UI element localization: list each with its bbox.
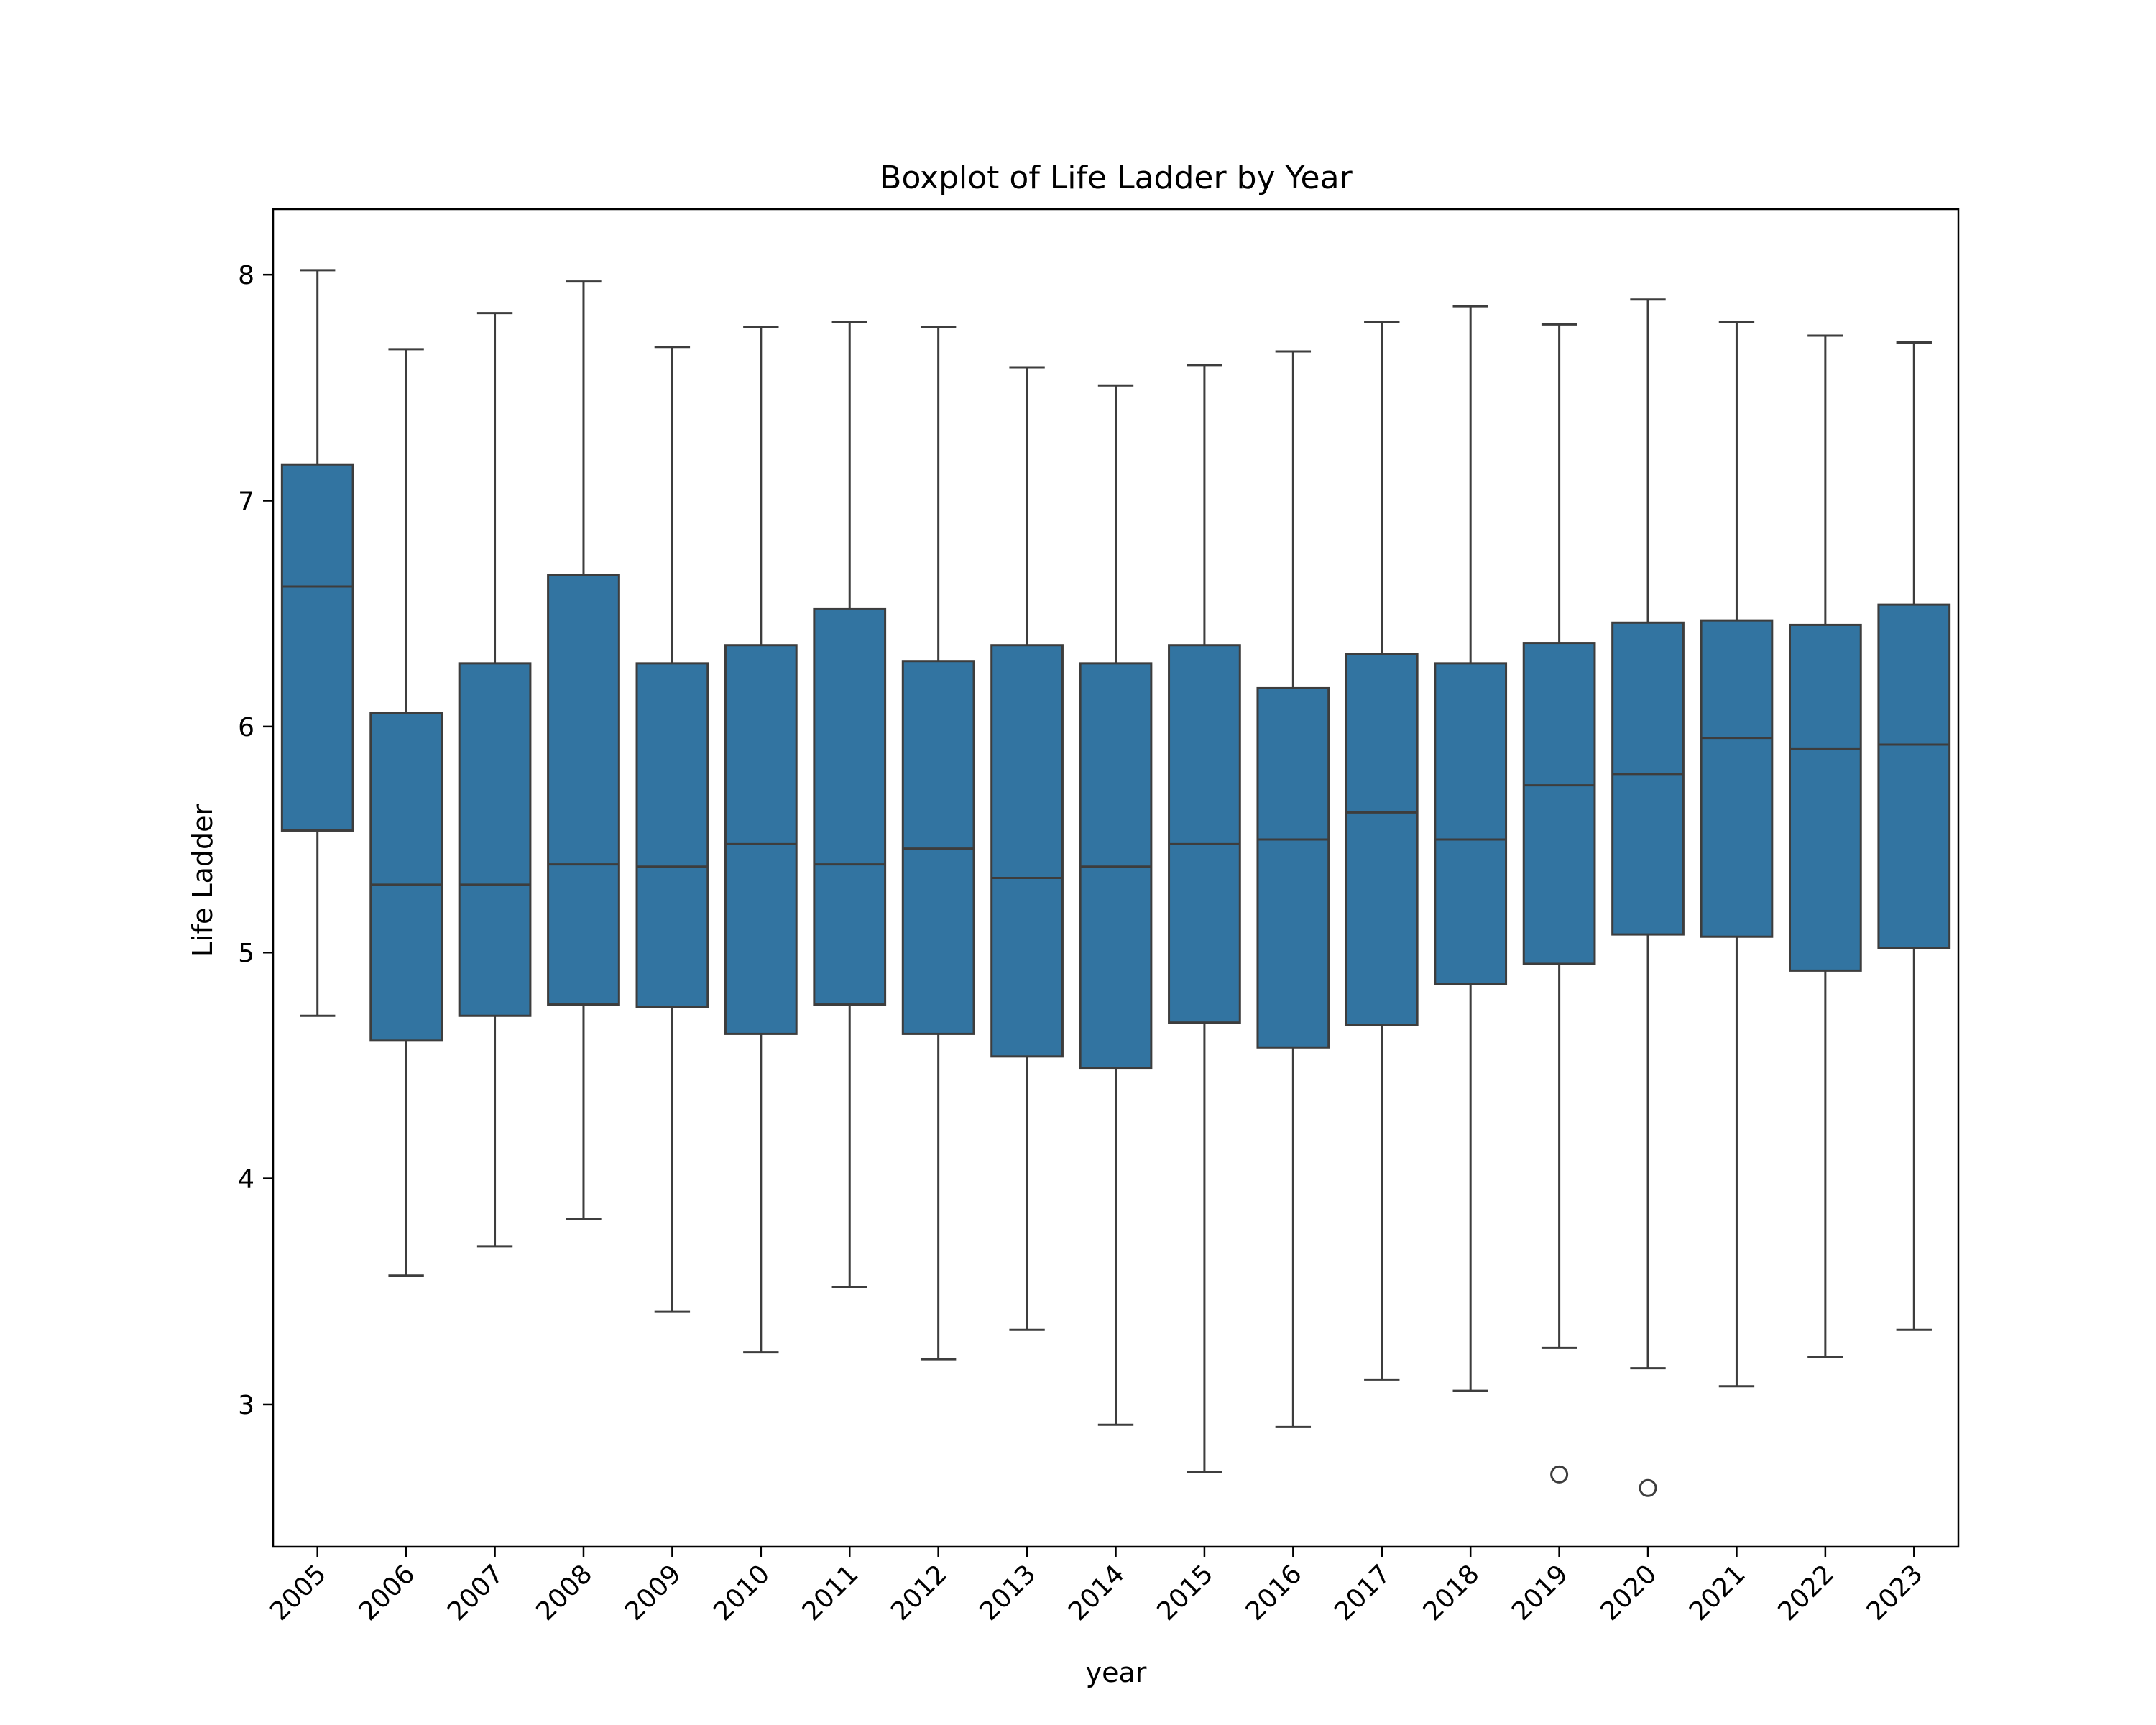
x-tick-label-2013: 2013: [975, 1559, 1042, 1627]
y-tick-label-8: 8: [238, 261, 254, 290]
box-2011: [813, 607, 887, 1006]
x-tick-label-2011: 2011: [797, 1559, 865, 1627]
box-2005: [280, 463, 354, 832]
chart-title: Boxplot of Life Ladder by Year: [880, 160, 1353, 196]
box-2009: [635, 662, 709, 1008]
box-2015: [1168, 644, 1241, 1024]
y-tick-label-3: 3: [238, 1391, 254, 1420]
x-tick-label-2022: 2022: [1772, 1559, 1840, 1627]
x-tick-label-2006: 2006: [354, 1559, 421, 1627]
x-axis-label: year: [1086, 1657, 1147, 1688]
plot-area: 3 4 5 6 7 8 2005 2006 2007 2008 2009 2010 2011 2012 20…: [238, 208, 1960, 1627]
x-tick-label-2017: 2017: [1329, 1559, 1396, 1627]
box-2022: [1789, 623, 1862, 972]
x-tick-label-2020: 2020: [1595, 1559, 1663, 1627]
y-tick-label-4: 4: [238, 1165, 254, 1195]
x-tick-label-2007: 2007: [442, 1559, 510, 1627]
box-2016: [1256, 686, 1330, 1049]
box-2013: [990, 644, 1064, 1058]
x-tick-label-2009: 2009: [619, 1559, 687, 1627]
box-2019: [1522, 642, 1596, 965]
x-tick-label-2019: 2019: [1506, 1559, 1574, 1627]
x-tick-label-2012: 2012: [885, 1559, 953, 1627]
y-tick-label-6: 6: [238, 713, 254, 742]
outlier-point-2019: [1550, 1465, 1569, 1484]
box-2018: [1434, 662, 1508, 985]
x-tick-label-2014: 2014: [1063, 1559, 1130, 1627]
box-2010: [724, 644, 798, 1035]
y-tick-label-5: 5: [238, 939, 254, 968]
box-2007: [458, 662, 532, 1017]
x-tick-label-2016: 2016: [1240, 1559, 1308, 1627]
x-tick-label-2010: 2010: [708, 1559, 775, 1627]
outlier-point-2020: [1639, 1478, 1657, 1497]
x-tick-label-2015: 2015: [1152, 1559, 1220, 1627]
box-2014: [1079, 662, 1153, 1070]
x-tick-label-2021: 2021: [1684, 1559, 1751, 1627]
box-2020: [1611, 621, 1685, 936]
y-tick-label-7: 7: [238, 487, 254, 517]
box-2017: [1345, 653, 1419, 1026]
box-2023: [1877, 603, 1951, 949]
x-tick-label-2023: 2023: [1861, 1559, 1929, 1627]
x-tick-label-2008: 2008: [531, 1559, 599, 1627]
x-tick-label-2018: 2018: [1418, 1559, 1485, 1627]
y-axis-label: Life Ladder: [187, 804, 218, 957]
box-2012: [901, 660, 975, 1035]
x-tick-label-2005: 2005: [264, 1559, 332, 1627]
box-2006: [369, 712, 443, 1042]
box-2021: [1700, 619, 1774, 938]
box-2008: [547, 574, 620, 1006]
